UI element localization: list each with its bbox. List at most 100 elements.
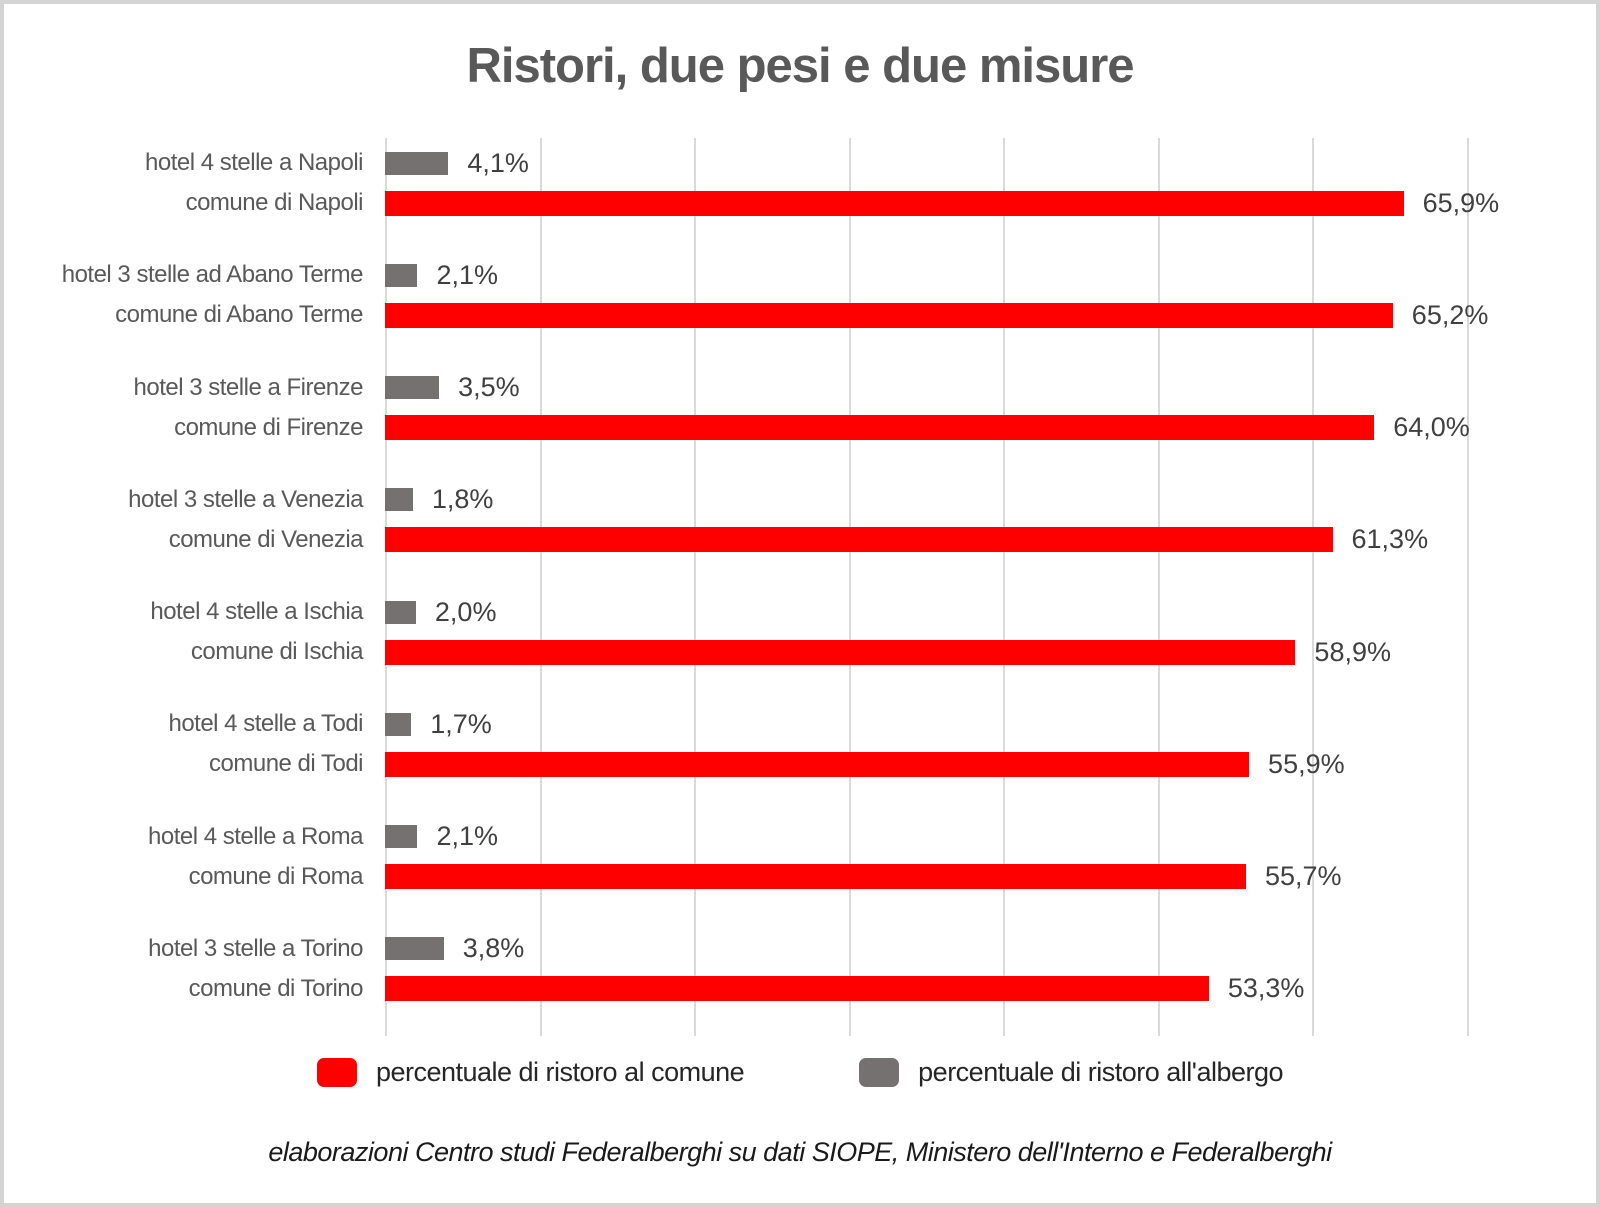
source-note: elaborazioni Centro studi Federalberghi … bbox=[268, 1137, 1332, 1167]
hotel-value-label: 2,1% bbox=[436, 259, 498, 290]
hotel-bar-row: hotel 4 stelle a Todi 1,7% bbox=[7, 704, 1600, 744]
legend-swatch-gray bbox=[859, 1058, 900, 1087]
comune-bar-zone: 55,7% bbox=[385, 857, 1600, 897]
hotel-value-label: 1,7% bbox=[430, 708, 492, 739]
comune-bar-zone: 65,2% bbox=[385, 295, 1600, 335]
gridline bbox=[848, 138, 851, 1036]
comune-bar-row: comune di Todi 55,9% bbox=[7, 744, 1600, 784]
comune-value-label: 58,9% bbox=[1314, 636, 1391, 667]
category-label-hotel: hotel 3 stelle a Torino bbox=[148, 934, 363, 962]
bar-group: hotel 4 stelle a Ischia 2,0% comune di I… bbox=[7, 587, 1600, 699]
bar-group: hotel 4 stelle a Todi 1,7% comune di Tod… bbox=[7, 699, 1600, 811]
hotel-value-label: 2,0% bbox=[434, 596, 497, 627]
comune-bar-row: comune di Venezia 61,3% bbox=[7, 520, 1600, 560]
hotel-bar bbox=[385, 488, 413, 512]
comune-bar bbox=[385, 302, 1393, 328]
comune-bar-zone: 64,0% bbox=[385, 408, 1600, 448]
bar-group: hotel 4 stelle a Roma 2,1% comune di Rom… bbox=[7, 812, 1600, 924]
hotel-bar-row: hotel 3 stelle a Venezia 1,8% bbox=[7, 480, 1600, 520]
hotel-bar-zone: 3,5% bbox=[385, 368, 1600, 408]
hotel-bar-zone: 2,1% bbox=[385, 255, 1600, 295]
comune-bar bbox=[385, 190, 1404, 216]
category-label-comune: comune di Torino bbox=[188, 974, 364, 1002]
hotel-value-label: 3,8% bbox=[462, 933, 525, 964]
comune-bar bbox=[385, 639, 1296, 665]
comune-bar-row: comune di Napoli 65,9% bbox=[7, 183, 1600, 223]
comune-bar bbox=[385, 976, 1209, 1002]
category-label-hotel: hotel 3 stelle a Venezia bbox=[128, 485, 363, 513]
gridline bbox=[385, 138, 387, 1036]
comune-value-label: 53,3% bbox=[1227, 973, 1305, 1004]
category-label-hotel: hotel 3 stelle ad Abano Terme bbox=[61, 261, 364, 289]
comune-bar-row: comune di Abano Terme 65,2% bbox=[7, 295, 1600, 335]
hotel-bar-zone: 2,1% bbox=[385, 817, 1600, 857]
hotel-value-label: 3,5% bbox=[458, 372, 520, 402]
hotel-bar-row: hotel 4 stelle a Roma 2,1% bbox=[7, 817, 1600, 857]
hotel-value-label: 1,8% bbox=[431, 484, 494, 515]
comune-bar-zone: 53,3% bbox=[385, 969, 1600, 1009]
legend-label-comune: percentuale di ristoro al comune bbox=[375, 1057, 745, 1087]
comune-value-label: 55,7% bbox=[1264, 861, 1342, 891]
gridline bbox=[539, 138, 542, 1036]
hotel-bar bbox=[385, 151, 449, 175]
comune-value-label: 65,9% bbox=[1422, 187, 1500, 218]
category-label-comune: comune di Todi bbox=[209, 750, 364, 778]
legend: percentuale di ristoro al comune percent… bbox=[4, 1057, 1596, 1088]
comune-bar-zone: 61,3% bbox=[385, 520, 1600, 560]
comune-bar bbox=[385, 751, 1250, 777]
bar-group: hotel 3 stelle a Torino 3,8% comune di T… bbox=[7, 924, 1600, 1036]
hotel-value-label: 2,1% bbox=[436, 821, 498, 851]
gridline bbox=[1003, 138, 1006, 1036]
category-label-comune: comune di Ischia bbox=[190, 638, 364, 665]
bar-group: hotel 3 stelle ad Abano Terme 2,1% comun… bbox=[7, 250, 1600, 362]
hotel-bar-zone: 2,0% bbox=[385, 592, 1600, 632]
hotel-bar-zone: 1,7% bbox=[385, 704, 1600, 744]
gridlines bbox=[385, 138, 1469, 1036]
hotel-bar-zone: 4,1% bbox=[385, 143, 1600, 183]
comune-bar bbox=[385, 415, 1375, 440]
category-label-comune: comune di Firenze bbox=[174, 413, 363, 441]
hotel-value-label: 4,1% bbox=[467, 147, 529, 178]
category-label-hotel: hotel 4 stelle a Todi bbox=[168, 710, 363, 738]
comune-value-label: 61,3% bbox=[1351, 524, 1429, 555]
comune-value-label: 65,2% bbox=[1411, 299, 1489, 330]
comune-bar bbox=[385, 527, 1333, 553]
hotel-bar bbox=[385, 600, 416, 624]
gridline bbox=[1312, 138, 1315, 1036]
comune-bar-row: comune di Torino 53,3% bbox=[7, 969, 1600, 1009]
hotel-bar-zone: 3,8% bbox=[385, 929, 1600, 969]
hotel-bar bbox=[385, 712, 412, 736]
comune-bar-zone: 58,9% bbox=[385, 632, 1600, 672]
hotel-bar-zone: 1,8% bbox=[385, 480, 1600, 520]
legend-label-albergo: percentuale di ristoro all'albergo bbox=[918, 1057, 1284, 1087]
gridline bbox=[1467, 138, 1469, 1036]
hotel-bar-row: hotel 4 stelle a Napoli 4,1% bbox=[7, 143, 1600, 183]
hotel-bar bbox=[385, 263, 418, 287]
category-label-hotel: hotel 3 stelle a Firenze bbox=[133, 373, 364, 401]
comune-bar-row: comune di Firenze 64,0% bbox=[7, 408, 1600, 448]
comune-value-label: 64,0% bbox=[1393, 412, 1470, 442]
category-label-comune: comune di Roma bbox=[188, 862, 364, 890]
category-label-comune: comune di Venezia bbox=[168, 525, 364, 553]
comune-bar bbox=[385, 864, 1246, 889]
category-label-hotel: hotel 4 stelle a Roma bbox=[148, 822, 363, 850]
hotel-bar bbox=[385, 825, 418, 848]
comune-value-label: 55,9% bbox=[1268, 748, 1345, 779]
comune-bar-zone: 65,9% bbox=[385, 183, 1600, 223]
comune-bar-zone: 55,9% bbox=[385, 744, 1600, 784]
category-label-hotel: hotel 4 stelle a Napoli bbox=[145, 149, 363, 176]
category-label-hotel: hotel 4 stelle a Ischia bbox=[150, 598, 363, 625]
hotel-bar-row: hotel 3 stelle ad Abano Terme 2,1% bbox=[7, 255, 1600, 295]
gridline bbox=[694, 138, 697, 1036]
gridline bbox=[1157, 138, 1160, 1036]
legend-swatch-red bbox=[316, 1058, 357, 1087]
legend-item-comune: percentuale di ristoro al comune bbox=[316, 1057, 745, 1088]
bar-groups: hotel 4 stelle a Napoli 4,1% comune di N… bbox=[7, 138, 1600, 1036]
comune-bar-row: comune di Ischia 58,9% bbox=[7, 632, 1600, 672]
bar-group: hotel 4 stelle a Napoli 4,1% comune di N… bbox=[7, 138, 1600, 250]
bar-group: hotel 3 stelle a Venezia 1,8% comune di … bbox=[7, 475, 1600, 587]
plot-area: hotel 4 stelle a Napoli 4,1% comune di N… bbox=[7, 138, 1600, 1036]
hotel-bar-row: hotel 4 stelle a Ischia 2,0% bbox=[7, 592, 1600, 632]
hotel-bar bbox=[385, 376, 440, 399]
